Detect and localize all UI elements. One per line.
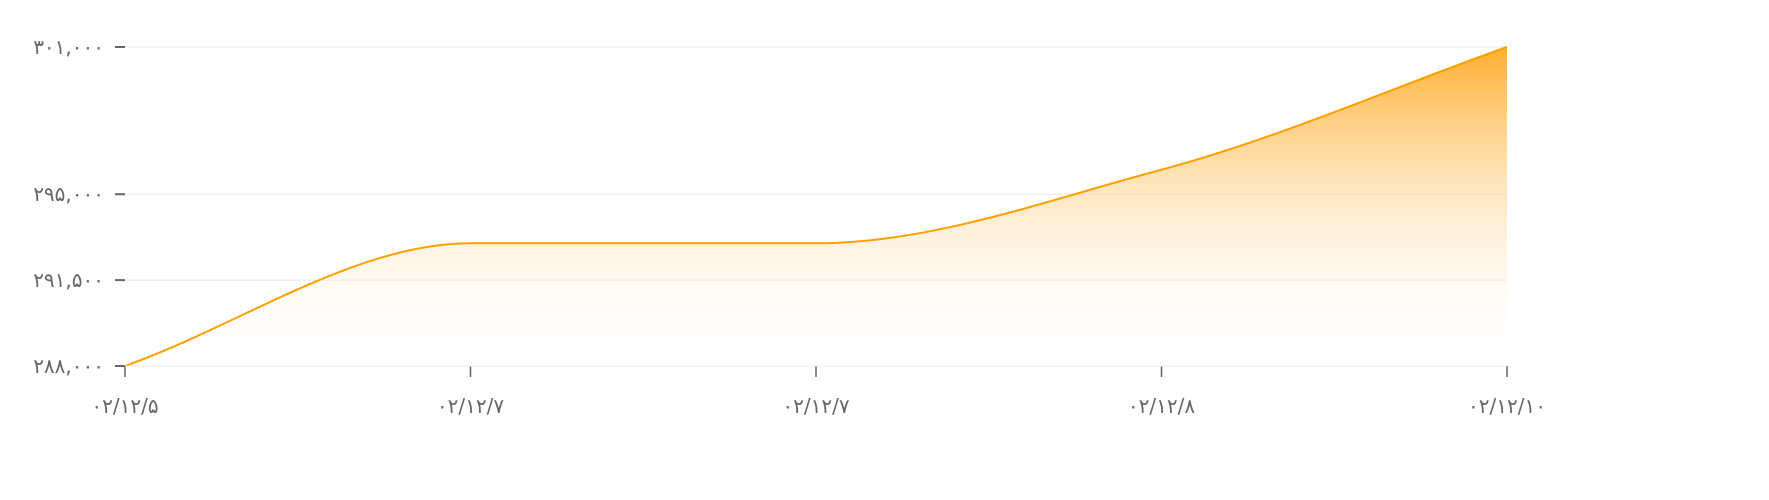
- x-tick-label: ۰۲/۱۲/۱۰: [1468, 394, 1546, 418]
- x-axis: ۰۲/۱۲/۵ ۰۲/۱۲/۷ ۰۲/۱۲/۷ ۰۲/۱۲/۸ ۰۲/۱۲/۱۰: [91, 365, 1546, 418]
- y-tick-label: ۲۹۵,۰۰۰: [33, 182, 104, 206]
- x-tick-label: ۰۲/۱۲/۵: [91, 394, 158, 418]
- area-fill: [125, 47, 1507, 366]
- x-tick-label: ۰۲/۱۲/۷: [437, 394, 504, 418]
- y-tick-label: ۲۸۸,۰۰۰: [33, 354, 104, 378]
- y-tick-label: ۲۹۱,۵۰۰: [33, 268, 104, 292]
- series-line: [124, 46, 1508, 367]
- x-tick-label: ۰۲/۱۲/۸: [1128, 394, 1195, 418]
- x-tick-label: ۰۲/۱۲/۷: [782, 394, 849, 418]
- y-axis: ۲۸۸,۰۰۰ ۲۹۱,۵۰۰ ۲۹۵,۰۰۰ ۳۰۱,۰۰۰: [33, 35, 125, 378]
- y-tick-label: ۳۰۱,۰۰۰: [33, 35, 104, 59]
